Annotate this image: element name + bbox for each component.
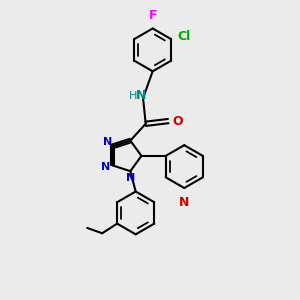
Text: N: N	[103, 137, 112, 147]
Text: N: N	[179, 196, 190, 208]
Text: H: H	[129, 91, 138, 101]
Text: Cl: Cl	[178, 30, 191, 43]
Text: N: N	[136, 89, 146, 102]
Text: N: N	[126, 172, 135, 183]
Text: N: N	[101, 163, 111, 172]
Text: O: O	[172, 115, 183, 128]
Text: F: F	[148, 8, 157, 22]
